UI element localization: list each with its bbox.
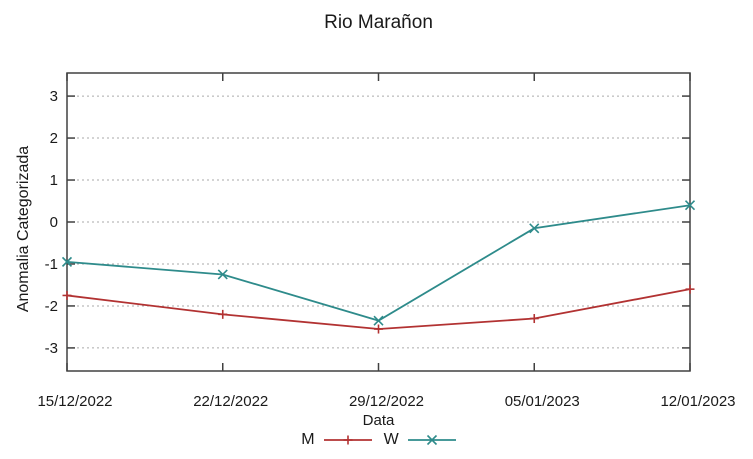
- marker-cross: [529, 223, 540, 234]
- marker-cross: [426, 434, 437, 446]
- plot-border: [66, 72, 691, 372]
- x-tick-label: 22/12/2022: [193, 393, 268, 410]
- y-tick-label: -2: [45, 298, 58, 315]
- legend-label-w: W: [383, 431, 399, 448]
- y-tick-label: 2: [50, 130, 58, 147]
- series-line-W: [66, 204, 691, 322]
- legend-label-m: M: [301, 431, 315, 448]
- x-tick-label: 12/01/2023: [660, 393, 735, 410]
- legend: M W: [67, 431, 690, 449]
- marker-cross: [684, 200, 696, 211]
- chart-title: Rio Marañon: [324, 12, 433, 33]
- x-tick-label: 05/01/2023: [505, 393, 580, 410]
- y-tick-label: -1: [45, 256, 58, 273]
- series-line-M: [66, 288, 691, 330]
- marker-cross: [217, 269, 228, 280]
- y-tick-label: -3: [45, 340, 58, 357]
- legend-line-sample-m: [323, 435, 372, 445]
- x-tick-label: 15/12/2022: [37, 393, 112, 410]
- y-tick-label: 3: [50, 88, 58, 105]
- marker-cross: [61, 256, 73, 267]
- y-tick-label: 1: [50, 172, 58, 189]
- marker-cross: [373, 315, 384, 326]
- x-axis-label: Data: [362, 412, 395, 429]
- legend-line-sample-w: [407, 434, 456, 446]
- x-tick-label: 29/12/2022: [349, 393, 424, 410]
- y-tick-label: 0: [50, 214, 58, 231]
